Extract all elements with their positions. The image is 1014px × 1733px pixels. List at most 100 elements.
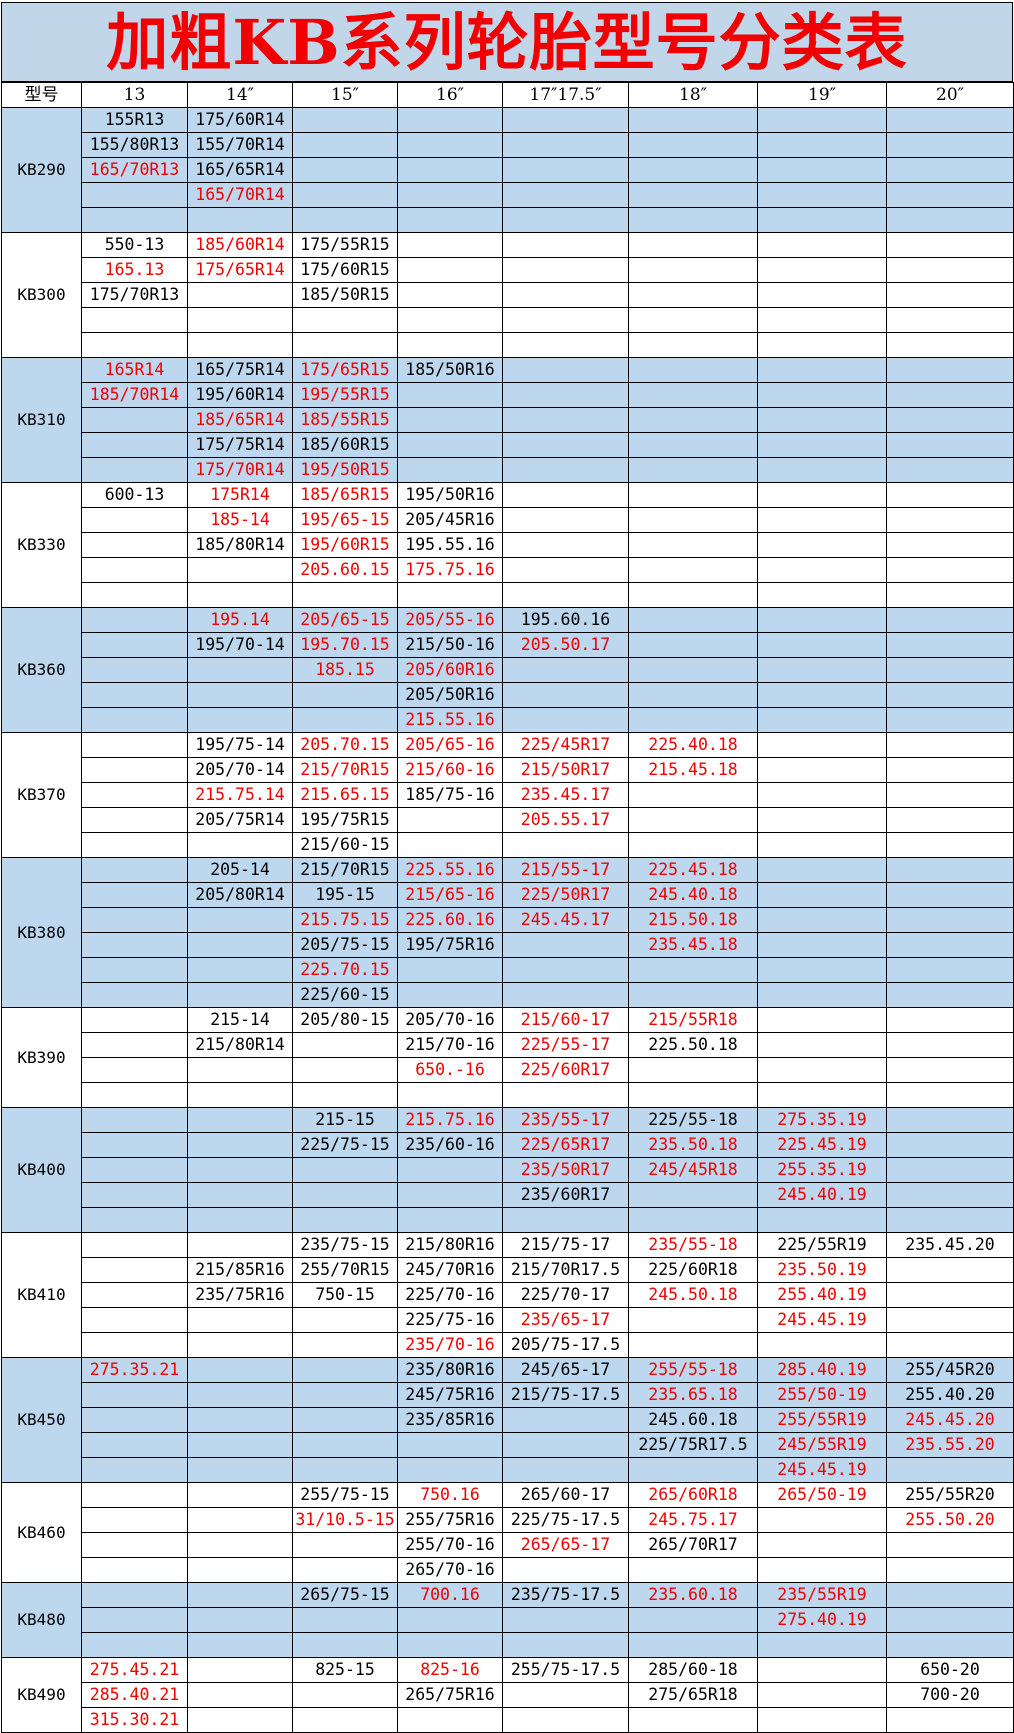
table-row: 215.75.15 225.60.16 245.45.17 215.50.18 [2,907,1014,933]
size-cell [628,282,758,308]
size-cell: 275/65R18 [628,1682,758,1708]
size-cell [397,432,503,458]
size-cell [292,1607,398,1633]
size-cell [886,1332,1014,1358]
size-cell: 215-15 [292,1107,398,1133]
size-cell [886,907,1014,933]
size-cell: 185/50R15 [292,282,398,308]
size-cell [886,357,1014,383]
size-cell [81,1207,188,1233]
size-cell: 285.40.19 [757,1357,887,1383]
size-cell: 195-15 [292,882,398,908]
size-cell: 215/55R18 [628,1007,758,1033]
size-cell [81,757,188,783]
size-cell: 205/55-16 [397,607,503,633]
size-cell [886,982,1014,1008]
table-row: 245.45.19 [2,1457,1014,1483]
table-row: 235/60R17 245.40.19 [2,1182,1014,1208]
table-row: 235/85R16 245.60.18 255/55R19 245.45.20 [2,1407,1014,1433]
size-cell: 215/70R15 [292,857,398,883]
size-cell: 205-14 [187,857,293,883]
size-cell [628,957,758,983]
model-cell: KB330 [1,482,82,608]
size-cell [628,1607,758,1633]
size-cell [81,1157,188,1183]
size-cell: 225/75-17.5 [502,1507,629,1533]
size-cell [757,307,887,333]
size-cell [757,1007,887,1033]
size-cell [757,1507,887,1533]
size-cell [502,1082,629,1108]
size-cell [757,582,887,608]
table-row: 275.40.19 [2,1607,1014,1633]
size-cell [757,357,887,383]
size-cell [628,207,758,233]
size-cell [757,107,887,133]
size-cell [628,1457,758,1483]
size-cell: 195.55.16 [397,532,503,558]
size-cell [886,582,1014,608]
header-20: 20″ [886,82,1014,108]
size-cell: 550-13 [81,232,188,258]
table-row: 205/80R14 195-15 215/65-16 225/50R17 245.40.… [2,882,1014,908]
table-row: KB410 235/75-15 215/80R16 215/75-17 235/55-1… [1,1232,1014,1358]
model-cell: KB390 [1,1007,82,1108]
size-cell [81,1457,188,1483]
size-cell [502,682,629,708]
size-cell [757,1632,887,1658]
size-cell [757,807,887,833]
size-cell: 235/60R17 [502,1182,629,1208]
size-cell [757,632,887,658]
size-cell [757,857,887,883]
size-cell: 175/75R14 [187,432,293,458]
table-row: 235/75R16 750-15 225/70-16 225/70-17 245.50.… [2,1282,1014,1308]
table-row [2,307,1014,333]
size-cell [81,407,188,433]
size-cell [397,807,503,833]
size-cell [628,357,758,383]
size-cell: 245/75R16 [397,1382,503,1408]
size-cell [81,1057,188,1083]
size-cell: 265/65-17 [502,1532,629,1558]
size-cell: 650-20 [886,1657,1014,1683]
size-cell [292,1082,398,1108]
size-cell [397,982,503,1008]
size-cell: 225/55-18 [628,1107,758,1133]
size-cell [187,1532,293,1558]
size-cell: 255/75R16 [397,1507,503,1533]
model-cell: KB400 [1,1107,82,1233]
size-cell: 205/60R16 [397,657,503,683]
size-cell [292,1157,398,1183]
size-cell [502,207,629,233]
size-cell [81,307,188,333]
size-cell [502,232,629,258]
size-cell: 255/45R20 [886,1357,1014,1383]
size-cell [502,1607,629,1633]
size-cell: 225.70.15 [292,957,398,983]
size-cell [187,1182,293,1208]
size-cell [886,107,1014,133]
size-cell [628,707,758,733]
size-cell [886,1057,1014,1083]
size-cell: 245/45R18 [628,1157,758,1183]
size-cell [187,582,293,608]
size-cell: 165/75R14 [187,357,293,383]
table-row: KB290 155R13 175/60R14 [1,107,1014,233]
table-row: 225/75-16 235/65-17 245.45.19 [2,1307,1014,1333]
size-cell [502,1682,629,1708]
table-row: 315.30.21 [2,1707,1014,1733]
size-cell [502,557,629,583]
size-cell: 235/80R16 [397,1357,503,1383]
size-cell [502,457,629,483]
size-cell: 195/70-14 [187,632,293,658]
size-cell [757,782,887,808]
size-cell: 225/70-17 [502,1282,629,1308]
size-cell [502,482,629,508]
size-cell [886,257,1014,283]
size-cell [886,832,1014,858]
size-cell [292,1532,398,1558]
size-cell [81,1032,188,1058]
size-cell: 255/55R20 [886,1482,1014,1508]
size-cell: 215/65-16 [397,882,503,908]
header-14: 14″ [187,82,293,108]
